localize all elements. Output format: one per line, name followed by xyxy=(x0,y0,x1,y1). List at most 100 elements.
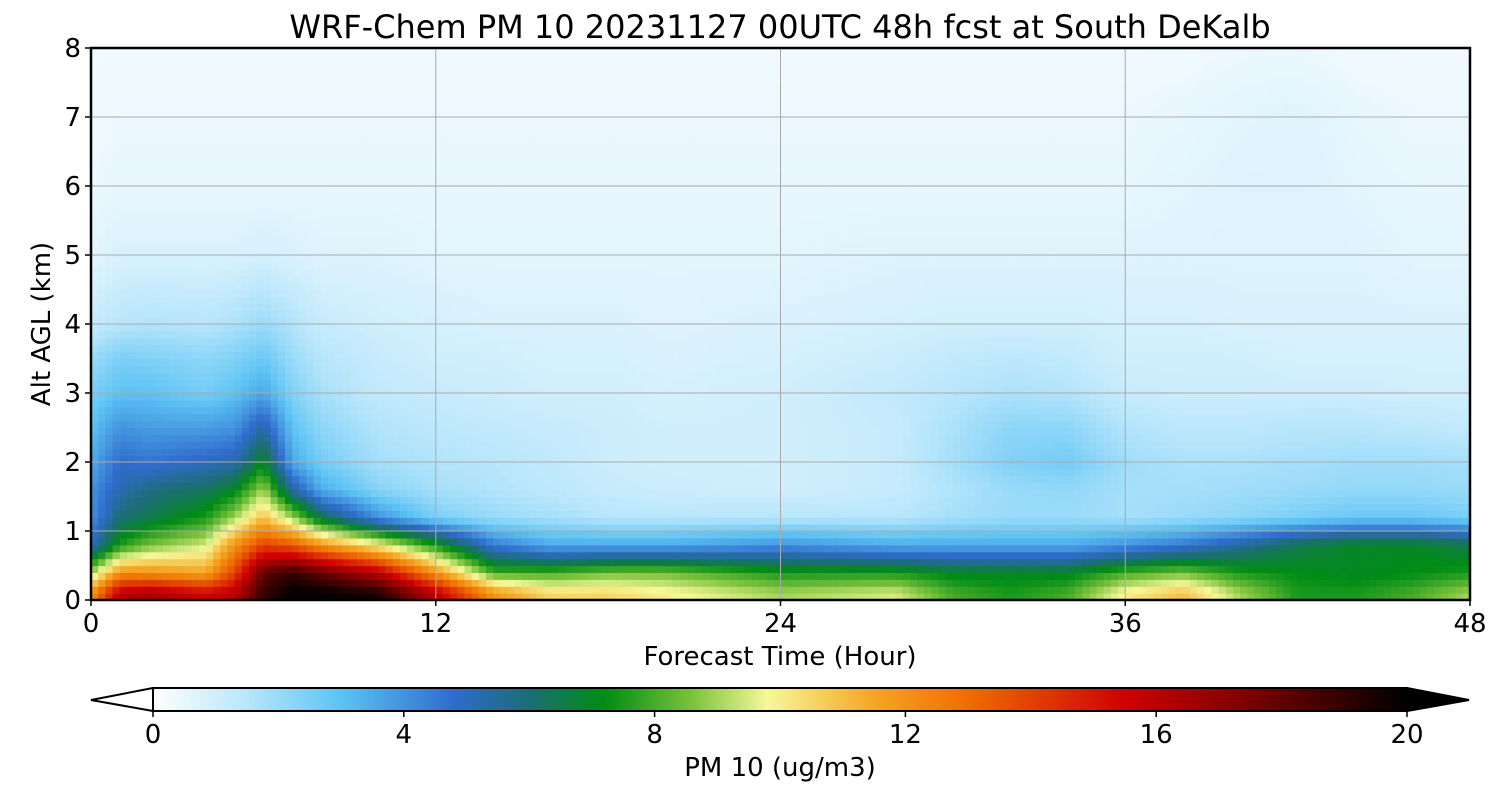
heatmap-cell xyxy=(529,551,537,560)
heatmap-cell xyxy=(371,468,379,477)
heatmap-cell xyxy=(1326,489,1335,498)
heatmap-cell xyxy=(881,448,889,456)
heatmap-cell xyxy=(256,441,264,449)
heatmap-cell xyxy=(249,420,257,429)
heatmap-cell xyxy=(1426,579,1435,587)
heatmap-cell xyxy=(967,475,976,484)
heatmap-cell xyxy=(378,565,387,573)
heatmap-cell xyxy=(1146,544,1155,553)
heatmap-cell xyxy=(170,441,178,449)
heatmap-cell xyxy=(737,586,746,594)
heatmap-cell xyxy=(615,455,624,463)
heatmap-cell xyxy=(809,558,818,567)
heatmap-cell xyxy=(349,579,358,587)
heatmap-cell xyxy=(830,434,839,442)
heatmap-cell xyxy=(737,482,746,491)
heatmap-cell xyxy=(1383,579,1392,587)
heatmap-cell xyxy=(794,593,803,600)
heatmap-cell xyxy=(284,531,293,539)
heatmap-cell xyxy=(98,475,106,484)
heatmap-cell xyxy=(1283,441,1292,449)
heatmap-cell xyxy=(1082,531,1090,539)
heatmap-cell xyxy=(658,565,667,573)
heatmap-cell xyxy=(981,565,990,573)
heatmap-cell xyxy=(385,420,394,429)
heatmap-cell xyxy=(507,531,516,539)
heatmap-cell xyxy=(407,586,415,594)
heatmap-cell xyxy=(1340,489,1349,498)
heatmap-cell xyxy=(1182,524,1191,532)
heatmap-cell xyxy=(529,448,537,456)
heatmap-cell xyxy=(694,468,703,477)
heatmap-cell xyxy=(1211,496,1220,504)
heatmap-cell xyxy=(1010,482,1019,491)
heatmap-cell xyxy=(1276,572,1284,580)
heatmap-cell xyxy=(1347,434,1356,442)
heatmap-cell xyxy=(565,434,573,442)
heatmap-cell xyxy=(758,455,767,463)
heatmap-cell xyxy=(220,441,229,449)
heatmap-cell xyxy=(256,510,264,518)
heatmap-cell xyxy=(809,420,818,429)
heatmap-cell xyxy=(701,441,710,449)
heatmap-cell xyxy=(213,572,221,580)
heatmap-cell xyxy=(938,503,947,511)
heatmap-cell xyxy=(751,565,760,573)
heatmap-cell xyxy=(119,586,128,594)
heatmap-cell xyxy=(1039,427,1047,435)
heatmap-cell xyxy=(1304,544,1313,553)
heatmap-cell xyxy=(536,462,545,470)
heatmap-cell xyxy=(414,468,422,477)
heatmap-cell xyxy=(385,503,394,511)
heatmap-cell xyxy=(421,551,430,560)
heatmap-cell xyxy=(773,420,782,429)
heatmap-cell xyxy=(679,586,688,594)
heatmap-cell xyxy=(866,462,875,470)
heatmap-cell xyxy=(328,551,336,560)
heatmap-cell xyxy=(1369,489,1378,498)
heatmap-cell xyxy=(292,427,300,435)
heatmap-cell xyxy=(1283,572,1292,580)
heatmap-cell xyxy=(543,462,552,470)
heatmap-cell xyxy=(521,510,530,518)
heatmap-cell xyxy=(184,448,193,456)
heatmap-cell xyxy=(1060,517,1069,525)
heatmap-cell xyxy=(486,441,494,449)
heatmap-cell xyxy=(1182,427,1191,435)
heatmap-cell xyxy=(1398,537,1406,546)
heatmap-cell xyxy=(967,468,976,477)
heatmap-cell xyxy=(493,448,501,456)
heatmap-cell xyxy=(687,551,695,560)
heatmap-cell xyxy=(845,593,853,600)
heatmap-cell xyxy=(112,579,121,587)
heatmap-cell xyxy=(1340,551,1349,560)
heatmap-cell xyxy=(378,586,387,594)
heatmap-cell xyxy=(529,489,537,498)
heatmap-cell xyxy=(256,482,264,491)
heatmap-cell xyxy=(780,489,789,498)
heatmap-cell xyxy=(694,544,703,553)
heatmap-cell xyxy=(1118,517,1126,525)
heatmap-cell xyxy=(407,482,415,491)
heatmap-cell xyxy=(1039,468,1047,477)
heatmap-cell xyxy=(916,468,925,477)
heatmap-cell xyxy=(902,517,911,525)
heatmap-cell xyxy=(593,427,602,435)
heatmap-cell xyxy=(780,475,789,484)
heatmap-cell xyxy=(1024,524,1033,532)
heatmap-cell xyxy=(493,475,501,484)
heatmap-cell xyxy=(126,510,135,518)
heatmap-cell xyxy=(837,503,846,511)
heatmap-cell xyxy=(938,544,947,553)
heatmap-cell xyxy=(679,482,688,491)
heatmap-cell xyxy=(924,496,932,504)
heatmap-cells xyxy=(91,48,1470,600)
heatmap-cell xyxy=(385,482,394,491)
heatmap-cell xyxy=(155,551,164,560)
heatmap-cell xyxy=(234,544,243,553)
heatmap-cell xyxy=(952,489,961,498)
heatmap-cell xyxy=(105,517,114,525)
heatmap-cell xyxy=(629,593,638,600)
heatmap-cell xyxy=(1247,420,1256,429)
heatmap-cell xyxy=(708,524,717,532)
